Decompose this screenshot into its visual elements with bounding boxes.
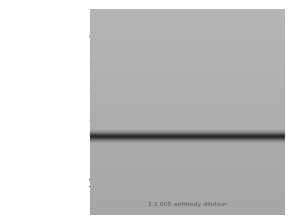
Text: 36: 36: [88, 113, 101, 123]
Text: Elabscience: Elabscience: [220, 189, 266, 198]
Text: 28: 28: [88, 133, 101, 143]
Text: 17: 17: [88, 179, 101, 189]
Text: kDa: kDa: [93, 22, 112, 32]
Text: 1:1 000 antibody dilution: 1:1 000 antibody dilution: [148, 202, 227, 207]
Text: 95: 95: [88, 34, 101, 44]
Text: 72: 72: [88, 62, 101, 71]
Text: 55: 55: [88, 82, 101, 92]
